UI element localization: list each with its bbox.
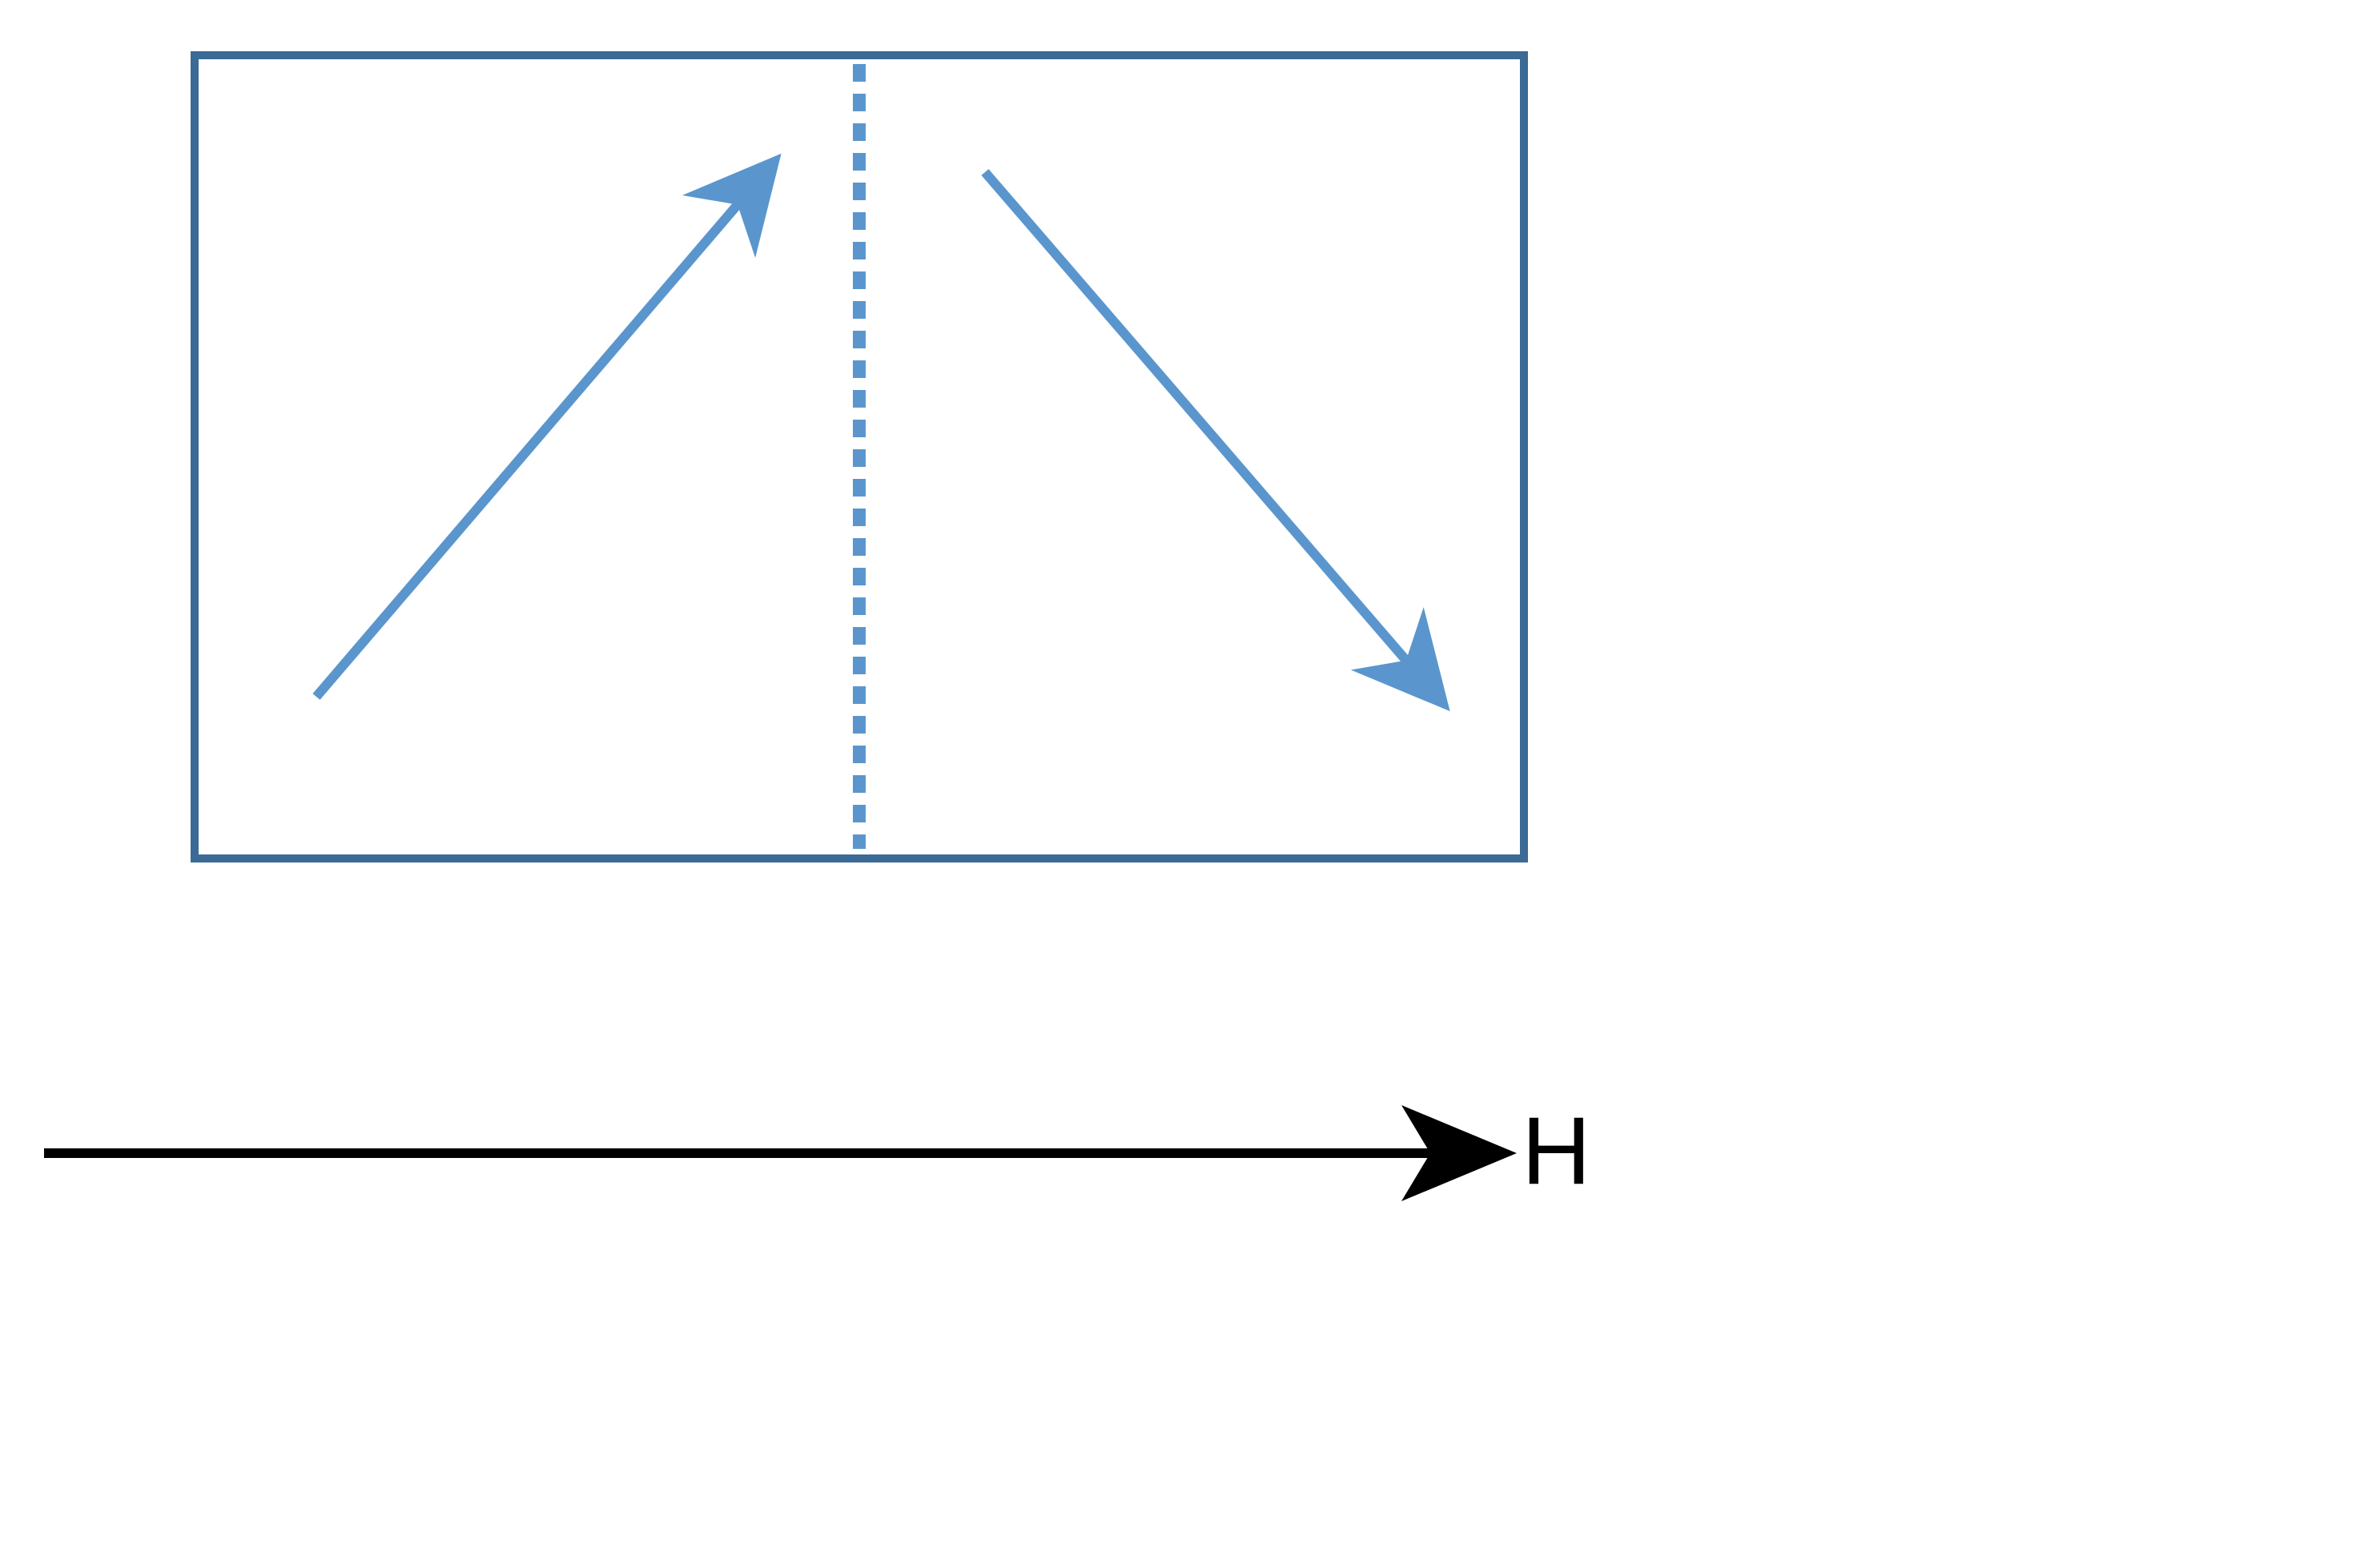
right-magnetization-arrow [985, 172, 1437, 697]
diagram-svg: H [0, 0, 2380, 1568]
field-label-h: H [1522, 1097, 1591, 1204]
left-magnetization-arrow [316, 168, 769, 697]
magnetic-domain-diagram: H [0, 0, 2380, 1568]
